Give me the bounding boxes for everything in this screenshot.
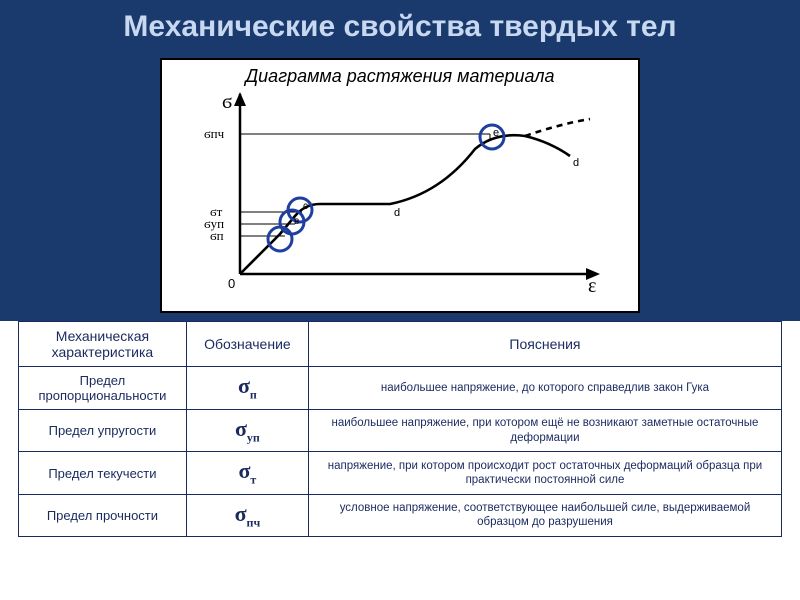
- chart-title: Диаграмма растяжения материала: [170, 66, 630, 87]
- table-row: Предел упругости σуп наибольшее напряжен…: [19, 410, 782, 452]
- cell-char: Предел пропорциональности: [19, 367, 187, 410]
- table-header-row: Механическая характеристика Обозначение …: [19, 322, 782, 367]
- stress-strain-chart: c в d e d ϭ ε 0 ϭпч ϭт ϭуп ϭп: [185, 89, 615, 294]
- pt-label: d: [394, 207, 400, 219]
- cell-sym: σп: [186, 367, 308, 410]
- cell-expl: наибольшее напряжение, до которого справ…: [308, 367, 781, 410]
- pt-label: c: [303, 201, 308, 212]
- curve-dashed-tail: [525, 119, 590, 136]
- y-axis-label: ϭ: [222, 91, 232, 113]
- chart-panel: Диаграмма растяжения материала: [160, 58, 640, 313]
- table-row: Предел текучести σт напряжение, при кото…: [19, 452, 782, 494]
- cell-sym: σпч: [186, 494, 308, 536]
- table-row: Предел пропорциональности σп наибольшее …: [19, 367, 782, 410]
- slide-title: Механические свойства твердых тел: [20, 10, 780, 44]
- cell-char: Предел упругости: [19, 410, 187, 452]
- y-tick-label: ϭп: [210, 228, 224, 243]
- y-arrowhead-icon: [234, 92, 246, 106]
- point-circle-a: [268, 227, 292, 251]
- cell-expl: наибольшее напряжение, при котором ещё н…: [308, 410, 781, 452]
- cell-sym: σт: [186, 452, 308, 494]
- col-header-char: Механическая характеристика: [19, 322, 187, 367]
- properties-table: Механическая характеристика Обозначение …: [18, 321, 782, 537]
- cell-sym: σуп: [186, 410, 308, 452]
- table-wrap: Механическая характеристика Обозначение …: [0, 321, 800, 600]
- cell-expl: условное напряжение, соответствующее наи…: [308, 494, 781, 536]
- table-row: Предел прочности σпч условное напряжение…: [19, 494, 782, 536]
- pt-label: d: [573, 157, 579, 169]
- origin-label: 0: [228, 276, 235, 291]
- y-tick-label: ϭпч: [204, 126, 225, 141]
- title-bar: Механические свойства твердых тел: [0, 0, 800, 54]
- slide: Механические свойства твердых тел Диагра…: [0, 0, 800, 600]
- table-body: Предел пропорциональности σп наибольшее …: [19, 367, 782, 537]
- pt-label: e: [493, 127, 499, 139]
- pt-label: в: [294, 216, 299, 227]
- col-header-sym: Обозначение: [186, 322, 308, 367]
- cell-char: Предел текучести: [19, 452, 187, 494]
- cell-expl: напряжение, при котором происходит рост …: [308, 452, 781, 494]
- x-axis-label: ε: [588, 275, 596, 294]
- col-header-expl: Пояснения: [308, 322, 781, 367]
- cell-char: Предел прочности: [19, 494, 187, 536]
